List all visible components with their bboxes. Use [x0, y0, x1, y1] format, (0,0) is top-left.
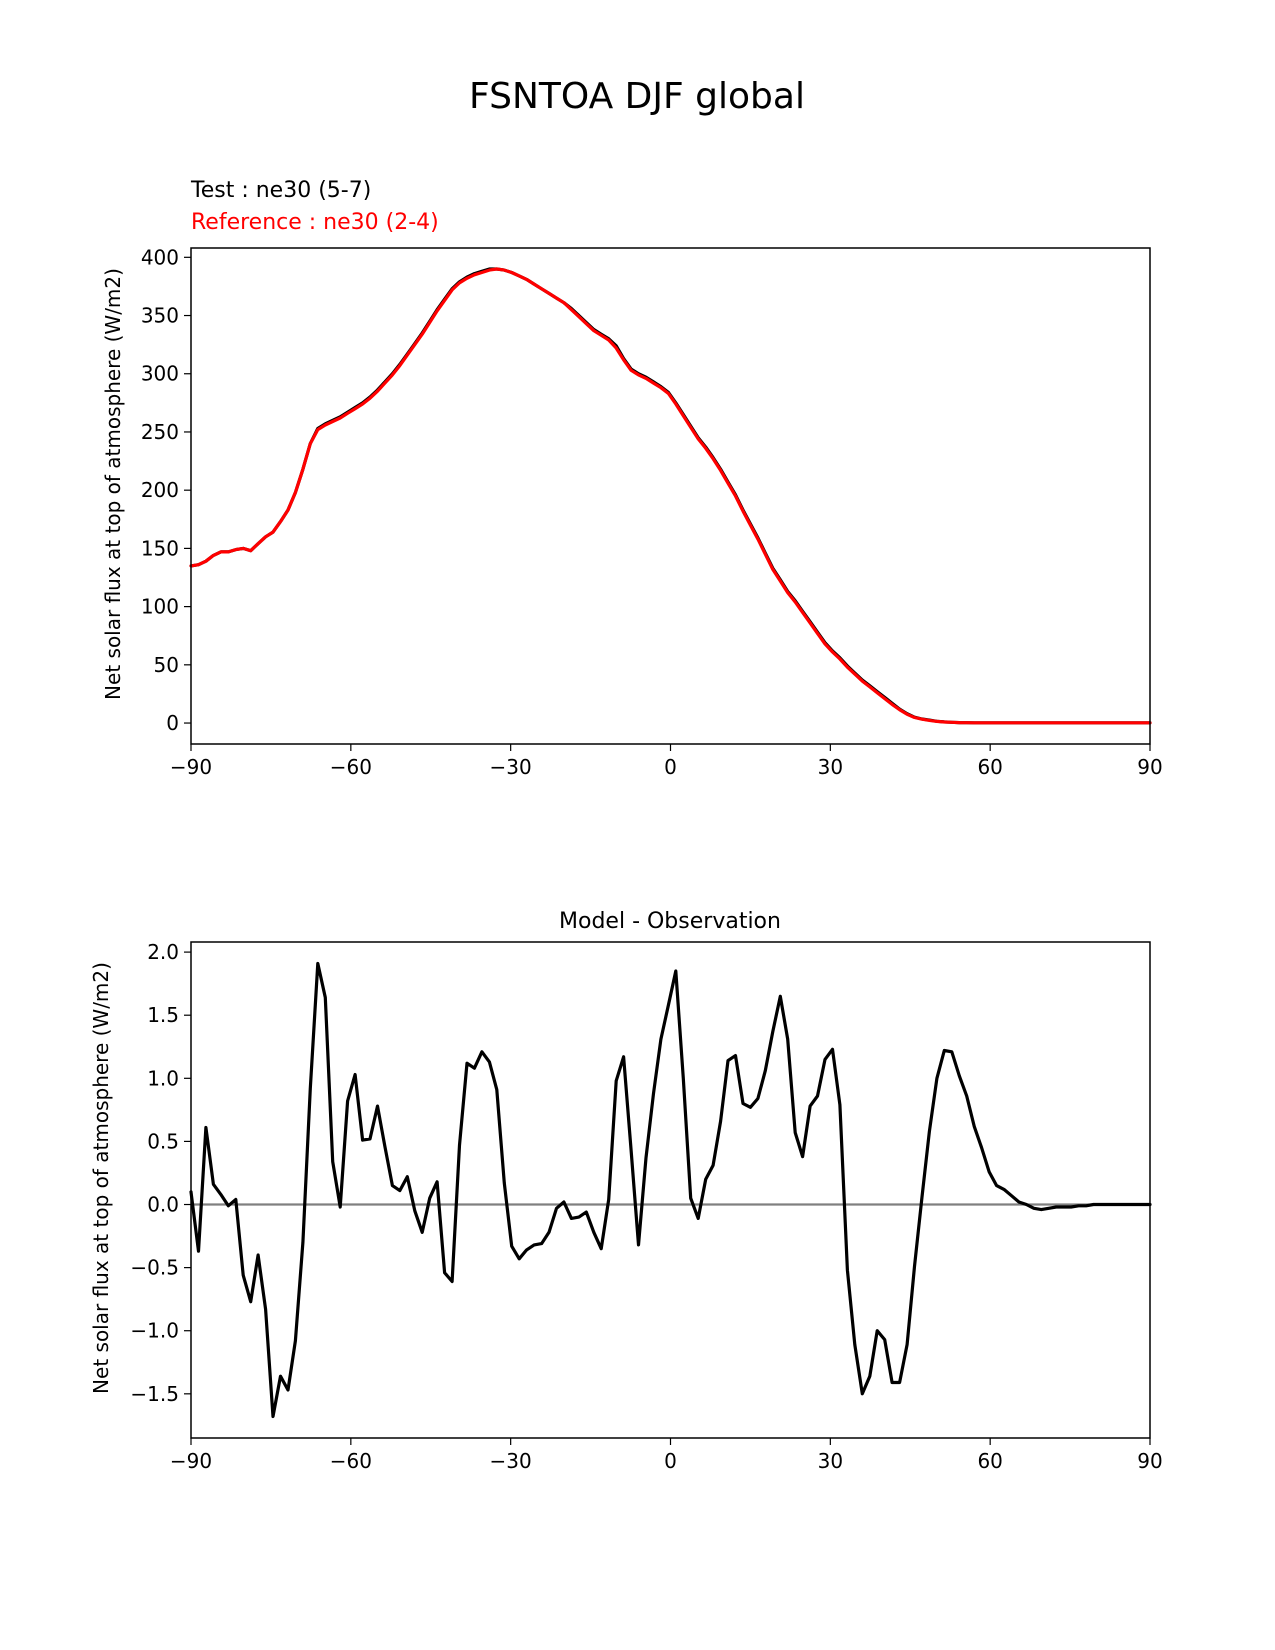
- x-tick-label: 30: [818, 1449, 843, 1473]
- top-plot-frame: [190, 247, 1151, 745]
- y-tick-label: 0: [166, 711, 179, 735]
- bottom-plot-title: Model - Observation: [559, 909, 781, 934]
- x-tick-label: 0: [664, 1449, 677, 1473]
- y-tick-label: 2.0: [147, 940, 179, 964]
- y-tick-label: 50: [154, 653, 179, 677]
- series-line-0: [189, 961, 1152, 1419]
- x-tick-label: −60: [330, 1449, 372, 1473]
- top-axis-ticks: −90 −60 −30 0 30 60 90 0 50 100 150 200 250 300 350 400: [141, 245, 1163, 779]
- y-tick-label: −1.0: [130, 1319, 179, 1343]
- y-tick-label: 0.5: [147, 1129, 179, 1153]
- bottom-y-axis-label: Net solar flux at top of atmosphere (W/m…: [89, 962, 113, 1394]
- y-tick-label: 300: [141, 362, 179, 386]
- y-tick-label: 250: [141, 420, 179, 444]
- y-tick-label: 100: [141, 595, 179, 619]
- y-tick-label: 200: [141, 478, 179, 502]
- x-tick-label: 90: [1137, 1449, 1162, 1473]
- x-tick-label: −30: [490, 755, 532, 779]
- y-tick-label: −0.5: [130, 1256, 179, 1280]
- x-tick-label: 90: [1137, 755, 1162, 779]
- top-y-axis-label: Net solar flux at top of atmosphere (W/m…: [101, 268, 125, 700]
- bottom-series-group: [189, 961, 1152, 1419]
- x-tick-label: −90: [170, 755, 212, 779]
- legend-reference-label: Reference : ne30 (2-4): [191, 210, 439, 235]
- figure-title: FSNTOA DJF global: [469, 76, 805, 117]
- legend-test-label: Test : ne30 (5-7): [190, 178, 371, 203]
- y-tick-label: 150: [141, 536, 179, 560]
- y-tick-label: 350: [141, 304, 179, 328]
- y-tick-label: 1.0: [147, 1066, 179, 1090]
- top-series-group: [189, 267, 1152, 725]
- y-tick-label: 0.0: [147, 1193, 179, 1217]
- x-tick-label: 0: [664, 755, 677, 779]
- x-tick-label: −60: [330, 755, 372, 779]
- y-tick-label: 1.5: [147, 1003, 179, 1027]
- x-tick-label: 60: [977, 1449, 1002, 1473]
- x-tick-label: 30: [818, 755, 843, 779]
- y-tick-label: −1.5: [130, 1382, 179, 1406]
- x-tick-label: 60: [977, 755, 1002, 779]
- x-tick-label: −30: [490, 1449, 532, 1473]
- bottom-plot-frame: [190, 941, 1151, 1439]
- bottom-axis-ticks: −90 −60 −30 0 30 60 90 −1.5 −1.0 −0.5 0.0 0.5 1.0 1.5…: [130, 940, 1162, 1473]
- y-tick-label: 400: [141, 245, 179, 269]
- top-panel: Test : ne30 (5-7) Reference : ne30 (2-4)…: [101, 178, 1163, 779]
- x-tick-label: −90: [170, 1449, 212, 1473]
- series-line-1: [189, 267, 1152, 725]
- bottom-panel: Model - Observation Net solar flux at to…: [89, 909, 1163, 1473]
